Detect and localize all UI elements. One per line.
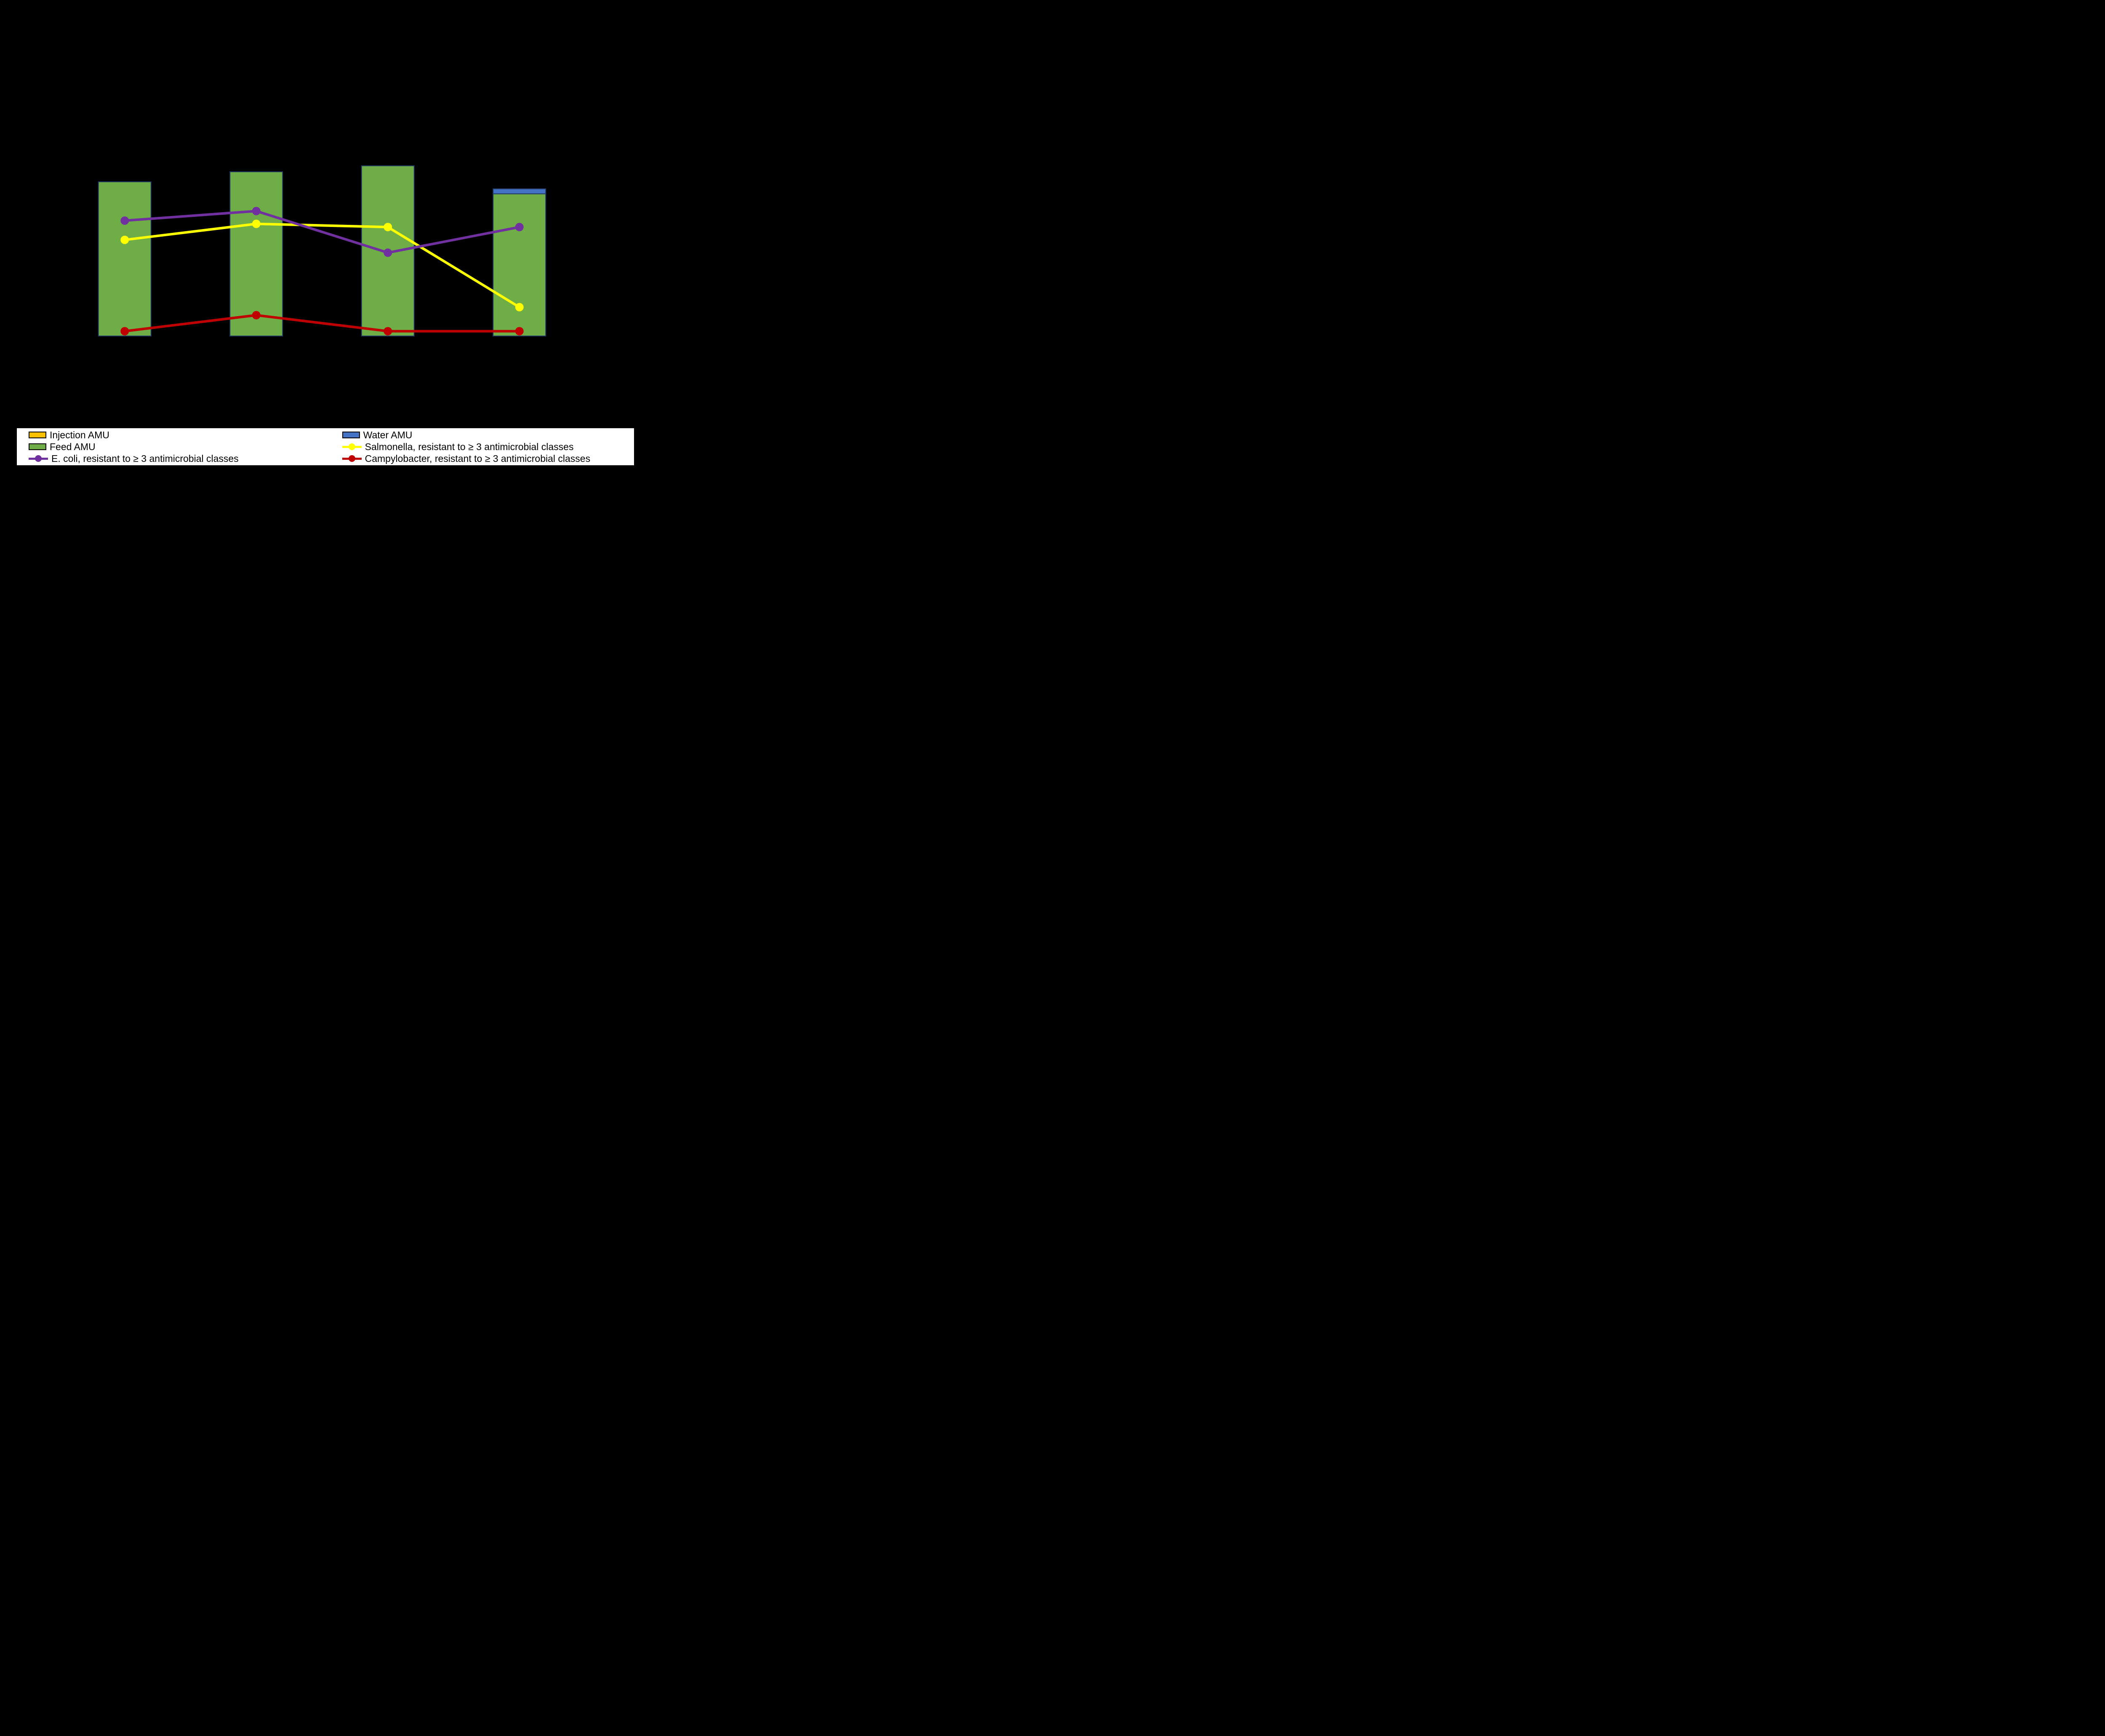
salmonella-point xyxy=(252,219,261,228)
salmonella-line-swatch-icon xyxy=(342,443,362,451)
legend-label: Water AMU xyxy=(363,429,413,440)
feed-amu-bar xyxy=(98,181,152,336)
legend-label: Campylobacter, resistant to ≥ 3 antimicr… xyxy=(365,453,591,464)
campylobacter-point xyxy=(384,327,392,336)
legend-label: Injection AMU xyxy=(50,429,109,440)
ecoli-line-swatch-icon xyxy=(29,455,48,462)
campylobacter-point xyxy=(252,311,261,320)
e-coli-point xyxy=(515,223,524,232)
legend-item-water-amu: Water AMU xyxy=(342,430,632,440)
legend-item-ecoli: E. coli, resistant to ≥ 3 antimicrobial … xyxy=(29,453,342,464)
water-amu-bar xyxy=(493,188,546,195)
e-coli-line xyxy=(123,210,521,254)
feed-amu-swatch-icon xyxy=(29,443,46,450)
plot-area xyxy=(0,0,650,423)
legend-item-feed-amu: Feed AMU xyxy=(29,442,342,452)
salmonella-point xyxy=(515,303,524,312)
salmonella-point xyxy=(384,223,392,232)
chart-legend: Injection AMU Water AMU Feed AMU Salmone… xyxy=(16,427,635,466)
legend-item-injection-amu: Injection AMU xyxy=(29,430,342,440)
feed-amu-bar xyxy=(229,171,283,336)
legend-label: Feed AMU xyxy=(50,441,96,452)
e-coli-point xyxy=(120,216,129,225)
combo-chart xyxy=(98,165,546,336)
campylobacter-point xyxy=(120,327,129,336)
legend-item-campylobacter: Campylobacter, resistant to ≥ 3 antimicr… xyxy=(342,453,632,464)
campylobacter-line-swatch-icon xyxy=(342,455,362,462)
injection-amu-swatch-icon xyxy=(29,432,46,438)
campylobacter-point xyxy=(515,327,524,336)
legend-item-salmonella: Salmonella, resistant to ≥ 3 antimicrobi… xyxy=(342,442,632,452)
e-coli-point xyxy=(252,207,261,216)
water-amu-swatch-icon xyxy=(342,432,360,438)
salmonella-point xyxy=(120,235,129,244)
salmonella-line xyxy=(123,222,521,309)
chart-page: Injection AMU Water AMU Feed AMU Salmone… xyxy=(0,0,650,472)
e-coli-point xyxy=(384,248,392,257)
legend-label: E. coli, resistant to ≥ 3 antimicrobial … xyxy=(51,453,239,464)
legend-label: Salmonella, resistant to ≥ 3 antimicrobi… xyxy=(365,441,574,452)
campylobacter-line xyxy=(123,314,521,333)
feed-amu-bar xyxy=(493,193,546,336)
